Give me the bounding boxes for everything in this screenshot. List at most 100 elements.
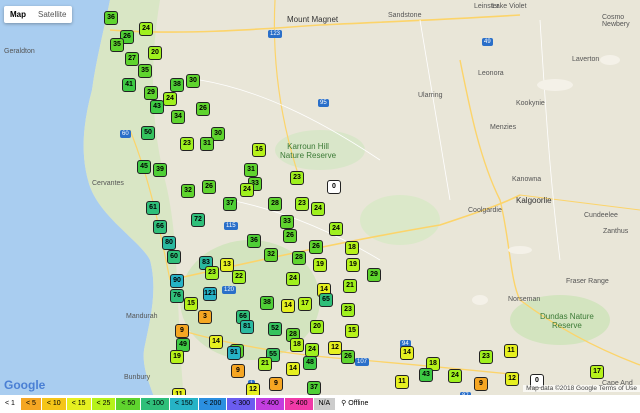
station-marker[interactable]: 35 (138, 64, 152, 78)
station-marker[interactable]: 21 (343, 279, 357, 293)
station-marker[interactable]: 121 (203, 287, 217, 301)
station-marker[interactable]: 24 (305, 343, 319, 357)
station-marker[interactable]: 24 (448, 369, 462, 383)
station-marker[interactable]: 38 (260, 296, 274, 310)
station-marker[interactable]: 19 (313, 258, 327, 272)
station-marker[interactable]: 13 (220, 258, 234, 272)
station-marker[interactable]: 18 (345, 241, 359, 255)
station-marker[interactable]: 81 (240, 320, 254, 334)
station-marker[interactable]: 26 (196, 102, 210, 116)
station-marker[interactable]: 90 (170, 274, 184, 288)
station-marker[interactable]: 41 (122, 78, 136, 92)
station-marker[interactable]: 26 (283, 229, 297, 243)
station-marker[interactable]: 43 (419, 368, 433, 382)
station-marker[interactable]: 37 (307, 381, 321, 395)
station-marker[interactable]: 66 (153, 220, 167, 234)
station-marker[interactable]: 11 (395, 375, 409, 389)
station-marker[interactable]: 72 (191, 213, 205, 227)
station-marker[interactable]: 18 (426, 357, 440, 371)
station-marker[interactable]: 18 (290, 338, 304, 352)
station-marker[interactable]: 19 (170, 350, 184, 364)
station-marker[interactable]: 24 (163, 92, 177, 106)
station-marker[interactable]: 35 (110, 38, 124, 52)
station-marker[interactable]: 24 (139, 22, 153, 36)
station-marker[interactable]: 45 (137, 160, 151, 174)
station-marker[interactable]: 17 (590, 365, 604, 379)
place-label-coolgardie: Coolgardie (468, 207, 502, 214)
station-marker[interactable]: 20 (148, 46, 162, 60)
station-marker[interactable]: 9 (474, 377, 488, 391)
station-marker[interactable]: 39 (153, 163, 167, 177)
station-marker[interactable]: 80 (162, 236, 176, 250)
station-marker[interactable]: 24 (311, 202, 325, 216)
station-marker[interactable]: 22 (232, 270, 246, 284)
station-marker[interactable]: 26 (202, 180, 216, 194)
station-marker[interactable]: 37 (223, 197, 237, 211)
station-marker[interactable]: 26 (309, 240, 323, 254)
station-marker[interactable]: 14 (209, 335, 223, 349)
place-label-dundas: Dundas Nature Reserve (540, 312, 594, 330)
station-marker[interactable]: 36 (247, 234, 261, 248)
station-marker[interactable]: 60 (167, 250, 181, 264)
satellite-button[interactable]: Satellite (38, 10, 67, 19)
station-marker[interactable]: 61 (146, 201, 160, 215)
station-marker[interactable]: 0 (327, 180, 341, 194)
station-marker[interactable]: 38 (170, 78, 184, 92)
station-marker[interactable]: 14 (400, 346, 414, 360)
station-marker[interactable]: 30 (211, 127, 225, 141)
station-marker[interactable]: 3 (198, 310, 212, 324)
station-marker[interactable]: 50 (141, 126, 155, 140)
station-marker[interactable]: 33 (280, 215, 294, 229)
station-marker[interactable]: 11 (504, 344, 518, 358)
station-marker[interactable]: 28 (292, 251, 306, 265)
station-marker[interactable]: 23 (205, 266, 219, 280)
map-attribution[interactable]: Map data ©2018 Google Terms of Use (523, 385, 640, 392)
station-marker[interactable]: 19 (346, 258, 360, 272)
station-marker[interactable]: 23 (341, 303, 355, 317)
station-marker[interactable]: 17 (298, 297, 312, 311)
station-marker[interactable]: 34 (171, 110, 185, 124)
station-marker[interactable]: 43 (150, 100, 164, 114)
station-marker[interactable]: 23 (290, 171, 304, 185)
station-marker[interactable]: 48 (303, 356, 317, 370)
station-marker[interactable]: 20 (310, 320, 324, 334)
station-marker[interactable]: 30 (186, 74, 200, 88)
station-marker[interactable]: 29 (367, 268, 381, 282)
map-type-toggle[interactable]: Map Satellite (4, 6, 73, 23)
station-marker[interactable]: 31 (244, 163, 258, 177)
station-marker[interactable]: 12 (328, 341, 342, 355)
station-marker[interactable]: 52 (268, 322, 282, 336)
place-label-lake-violet: Lake Violet (492, 3, 527, 10)
station-marker[interactable]: 23 (180, 137, 194, 151)
station-marker[interactable]: 24 (240, 183, 254, 197)
station-marker[interactable]: 24 (329, 222, 343, 236)
station-marker[interactable]: 14 (281, 299, 295, 313)
station-marker[interactable]: 24 (286, 272, 300, 286)
station-marker[interactable]: 32 (264, 248, 278, 262)
station-marker[interactable]: 15 (184, 297, 198, 311)
station-marker[interactable]: 91 (227, 346, 241, 360)
map-button[interactable]: Map (10, 10, 26, 19)
station-marker[interactable]: 76 (170, 289, 184, 303)
station-marker[interactable]: 28 (268, 197, 282, 211)
station-marker[interactable]: 36 (104, 11, 118, 25)
station-marker[interactable]: 21 (258, 357, 272, 371)
station-marker[interactable]: 9 (231, 364, 245, 378)
station-marker[interactable]: 23 (295, 197, 309, 211)
station-marker[interactable]: 16 (252, 143, 266, 157)
station-marker[interactable]: 31 (200, 137, 214, 151)
station-marker[interactable]: 23 (479, 350, 493, 364)
station-marker[interactable]: 32 (181, 184, 195, 198)
station-marker[interactable]: 29 (144, 86, 158, 100)
offline-pin-icon: ⚲ (341, 400, 349, 407)
station-marker[interactable]: 9 (175, 324, 189, 338)
station-marker[interactable]: 15 (345, 324, 359, 338)
station-marker[interactable]: 27 (125, 52, 139, 66)
station-marker[interactable]: 12 (505, 372, 519, 386)
station-marker[interactable]: 26 (341, 350, 355, 364)
station-marker[interactable]: 65 (319, 293, 333, 307)
place-label-kanowna: Kanowna (512, 176, 542, 183)
station-marker[interactable]: 14 (286, 362, 300, 376)
station-marker[interactable]: 9 (269, 377, 283, 391)
